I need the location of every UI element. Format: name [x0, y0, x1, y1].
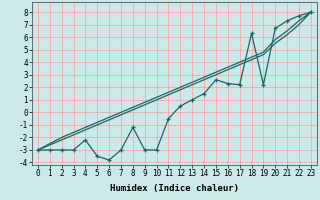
X-axis label: Humidex (Indice chaleur): Humidex (Indice chaleur)	[110, 184, 239, 193]
